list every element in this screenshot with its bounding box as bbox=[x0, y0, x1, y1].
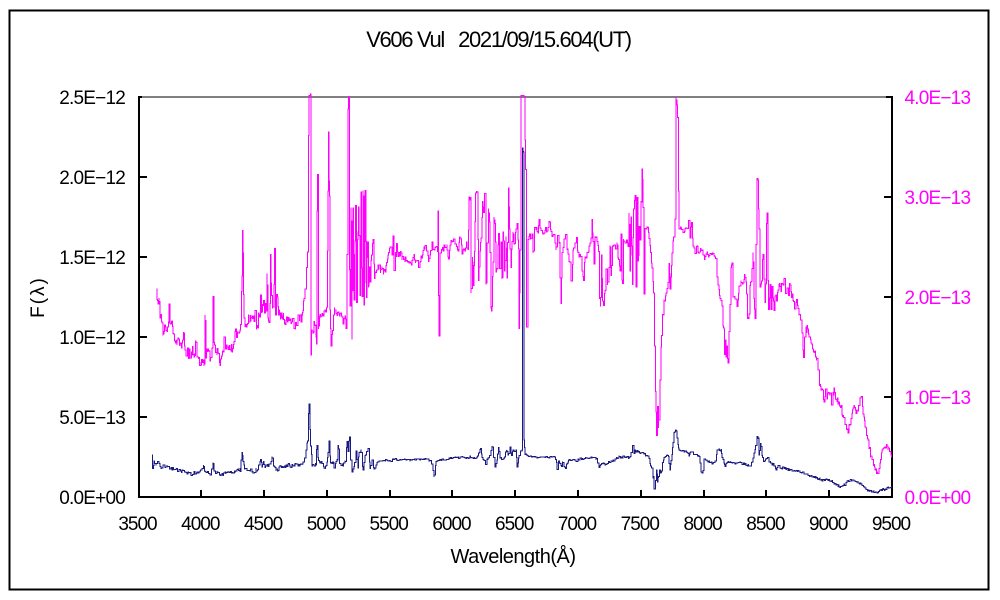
svg-text:4500: 4500 bbox=[244, 514, 283, 535]
svg-text:5.0E−13: 5.0E−13 bbox=[59, 408, 125, 429]
svg-text:3500: 3500 bbox=[118, 514, 157, 535]
svg-text:2.0E−13: 2.0E−13 bbox=[905, 288, 971, 309]
svg-text:5500: 5500 bbox=[370, 514, 409, 535]
svg-text:0.0E+00: 0.0E+00 bbox=[905, 488, 971, 509]
svg-text:7500: 7500 bbox=[621, 514, 660, 535]
svg-text:3.0E−13: 3.0E−13 bbox=[905, 188, 971, 209]
svg-text:1.0E−13: 1.0E−13 bbox=[905, 388, 971, 409]
svg-text:4.0E−13: 4.0E−13 bbox=[905, 88, 971, 109]
svg-text:8500: 8500 bbox=[746, 514, 785, 535]
svg-text:V606 Vul 2021/09/15.604(UT): V606 Vul 2021/09/15.604(UT) bbox=[366, 27, 631, 52]
svg-text:0.0E+00: 0.0E+00 bbox=[59, 488, 125, 509]
svg-text:5000: 5000 bbox=[307, 514, 346, 535]
svg-text:1.5E−12: 1.5E−12 bbox=[59, 248, 125, 269]
svg-text:9000: 9000 bbox=[809, 514, 848, 535]
svg-text:9500: 9500 bbox=[872, 514, 911, 535]
svg-text:6500: 6500 bbox=[495, 514, 534, 535]
svg-text:4000: 4000 bbox=[181, 514, 220, 535]
svg-text:7000: 7000 bbox=[558, 514, 597, 535]
svg-text:1.0E−12: 1.0E−12 bbox=[59, 328, 125, 349]
svg-text:2.5E−12: 2.5E−12 bbox=[59, 88, 125, 109]
svg-text:8000: 8000 bbox=[683, 514, 722, 535]
svg-text:2.0E−12: 2.0E−12 bbox=[59, 168, 125, 189]
svg-text:F(λ): F(λ) bbox=[28, 276, 49, 318]
svg-text:Wavelength(Å): Wavelength(Å) bbox=[450, 545, 575, 568]
svg-text:6000: 6000 bbox=[432, 514, 471, 535]
